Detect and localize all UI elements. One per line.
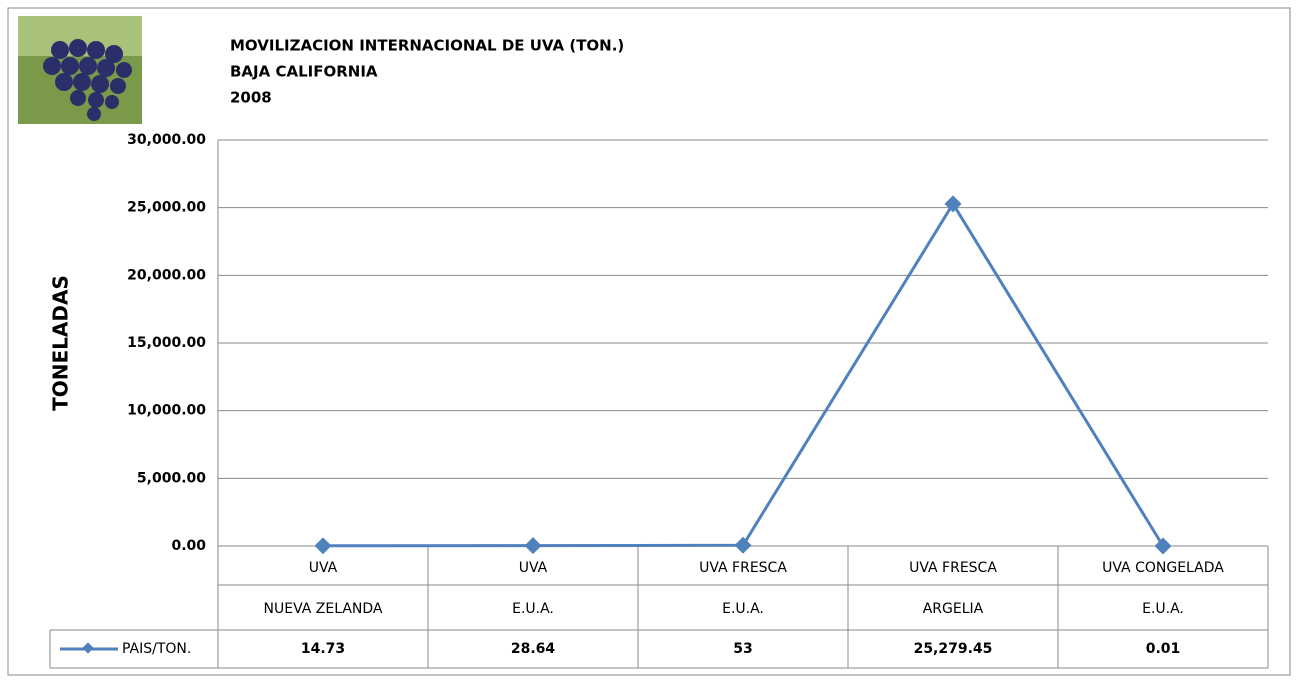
y-tick-label: 20,000.00 [127, 267, 206, 283]
x-tick-label: NUEVA ZELANDA [264, 601, 383, 617]
y-tick-label: 10,000.00 [127, 403, 206, 419]
x-tick-label: E.U.A. [1142, 601, 1184, 617]
x-tick-label: UVA FRESCA [699, 560, 787, 576]
x-tick-label: E.U.A. [512, 601, 554, 617]
x-tick-label: UVA [519, 560, 548, 576]
grape-image [18, 16, 142, 124]
data-table-value: 53 [733, 641, 752, 657]
title-line: BAJA CALIFORNIA [230, 63, 378, 81]
legend-label: PAIS/TON. [122, 641, 191, 657]
title-line: 2008 [230, 89, 272, 107]
y-tick-label: 30,000.00 [127, 132, 206, 148]
y-tick-label: 0.00 [171, 538, 206, 554]
data-table-value: 0.01 [1146, 641, 1181, 657]
x-tick-label: UVA FRESCA [909, 560, 997, 576]
title-line: MOVILIZACION INTERNACIONAL DE UVA (TON.) [230, 37, 624, 55]
x-tick-label: UVA [309, 560, 338, 576]
data-point [314, 537, 332, 555]
chart-frame [7, 7, 1291, 676]
data-point [524, 537, 542, 555]
y-tick-label: 25,000.00 [127, 200, 206, 216]
x-tick-label: UVA CONGELADA [1102, 560, 1224, 576]
data-point [1154, 537, 1172, 555]
y-tick-label: 15,000.00 [127, 335, 206, 351]
x-tick-label: E.U.A. [722, 601, 764, 617]
y-axis-label: TONELADAS [49, 275, 73, 411]
y-tick-label: 5,000.00 [137, 470, 206, 486]
data-table-value: 14.73 [301, 641, 345, 657]
data-table-value: 28.64 [511, 641, 556, 657]
x-tick-label: ARGELIA [923, 601, 984, 617]
data-table-value: 25,279.45 [914, 641, 993, 657]
data-point [944, 195, 962, 213]
data-point [734, 536, 752, 554]
